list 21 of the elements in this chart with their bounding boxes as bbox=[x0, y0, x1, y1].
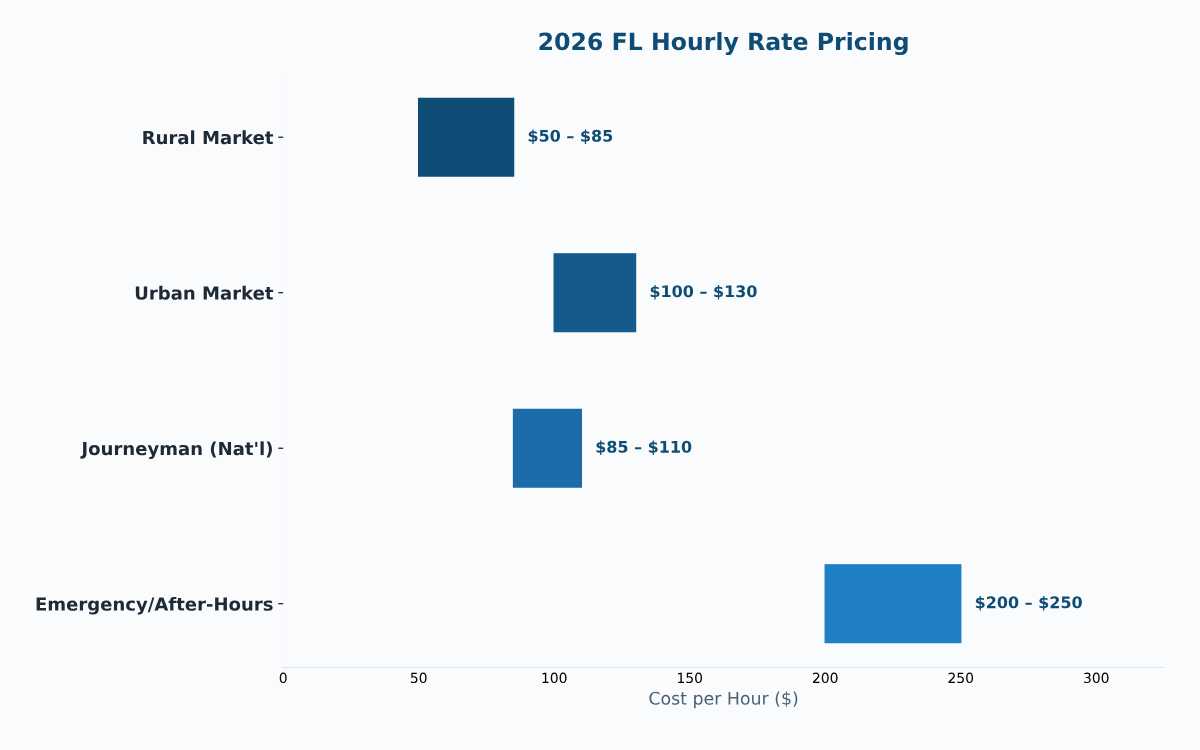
annotation: $85 – $110 bbox=[596, 440, 692, 455]
x-tick-label: 0 bbox=[279, 672, 287, 684]
y-tick-label: Rural Market bbox=[143, 130, 274, 145]
annotation: $200 – $250 bbox=[975, 596, 1082, 611]
y-tick-label: Urban Market bbox=[135, 285, 274, 300]
x-tick-label: 150 bbox=[677, 672, 703, 684]
chart-title: 2026 FL Hourly Rate Pricing bbox=[539, 32, 908, 56]
x-tick-label: 250 bbox=[948, 672, 974, 684]
bar bbox=[824, 564, 962, 644]
x-axis-title: Cost per Hour ($) bbox=[649, 691, 798, 709]
annotation: $100 – $130 bbox=[650, 284, 757, 300]
bar bbox=[418, 97, 515, 177]
x-tick-label: 200 bbox=[812, 672, 838, 684]
y-tick-label: Emergency/After-Hours bbox=[36, 596, 273, 615]
y-tick-label: Journeyman (Nat'l) bbox=[80, 441, 272, 459]
annotation: $50 – $85 bbox=[528, 129, 613, 144]
x-tick-label: 300 bbox=[1084, 672, 1109, 684]
x-tick-label: 100 bbox=[542, 672, 567, 684]
bar bbox=[553, 253, 637, 333]
bar bbox=[512, 408, 583, 488]
x-tick-label: 50 bbox=[410, 672, 427, 684]
